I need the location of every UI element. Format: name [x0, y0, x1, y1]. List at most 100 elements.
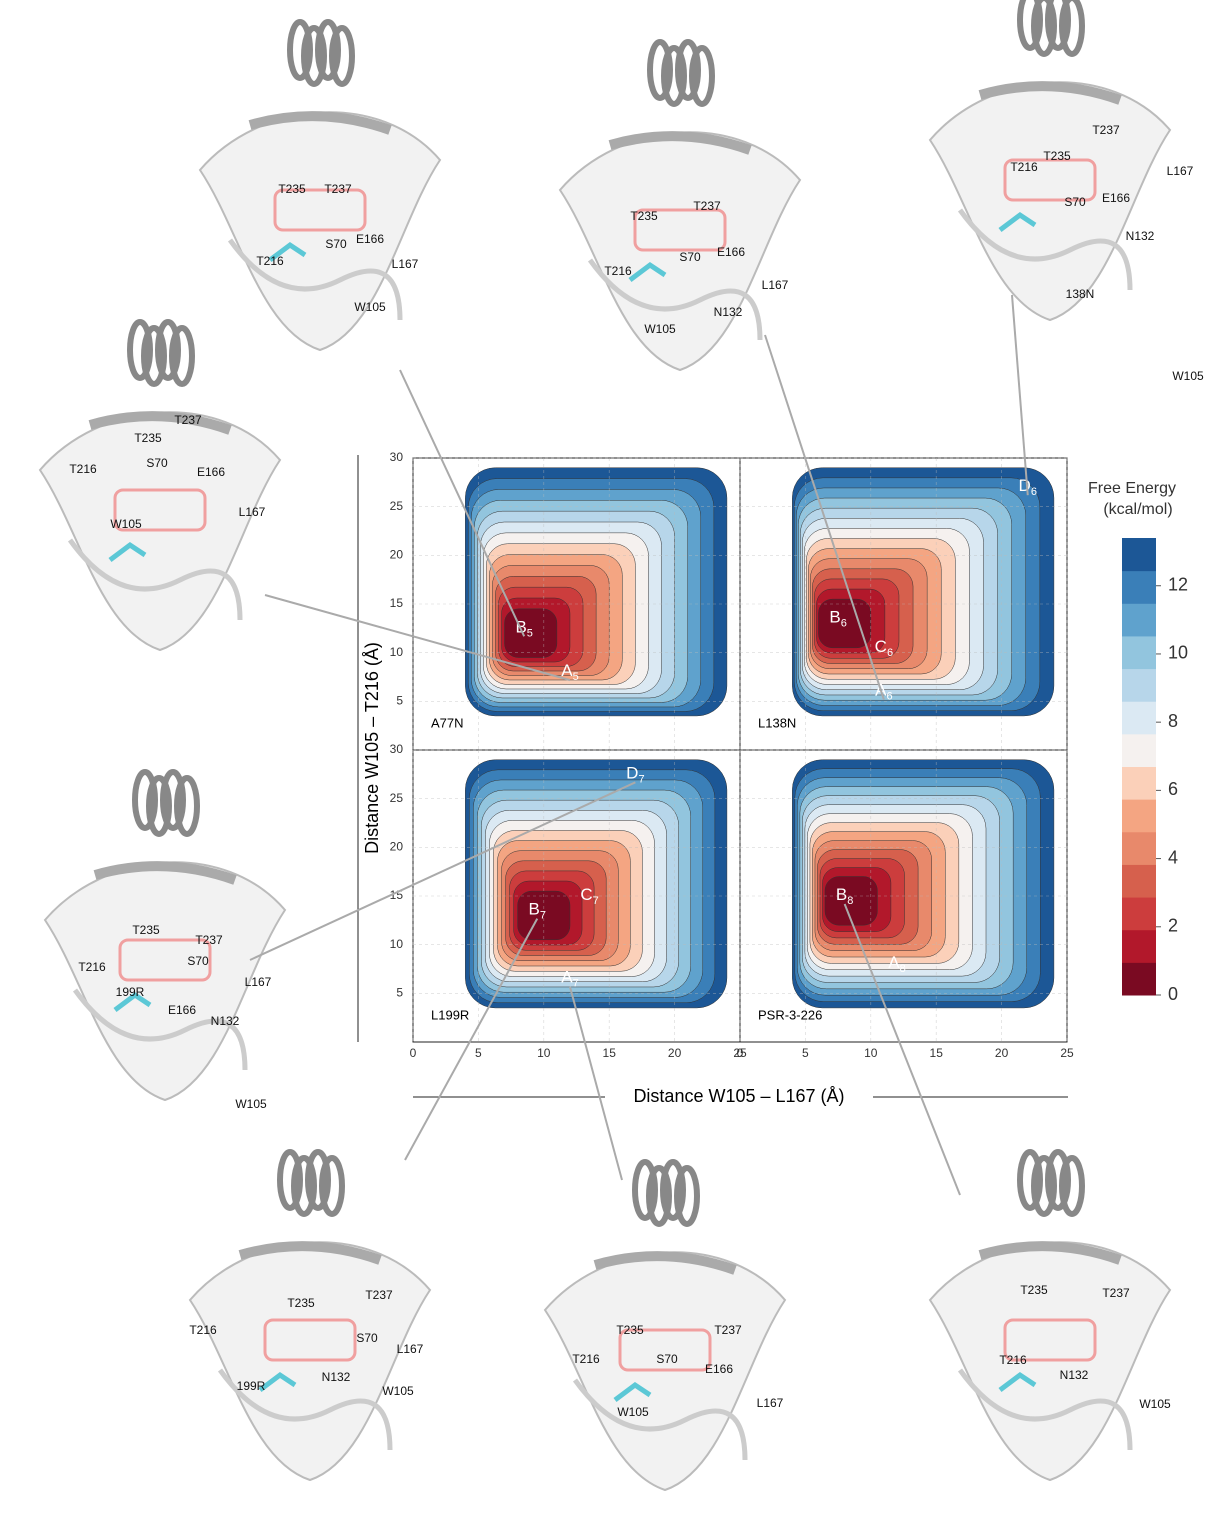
residue-label: T235: [278, 182, 306, 196]
residue-label: T237: [1092, 123, 1120, 137]
state-letter: B: [836, 885, 847, 904]
figure: Distance W105 – T216 (Å) Distance W105 –…: [0, 0, 1205, 1520]
residue-label: T216: [189, 1323, 217, 1337]
state-letter: C: [875, 637, 887, 656]
residue-label: T235: [134, 431, 162, 445]
panel-name: A77N: [431, 715, 464, 730]
state-letter: A: [561, 968, 573, 987]
x-tick-label: 5: [802, 1046, 809, 1060]
residue-label: S70: [679, 250, 701, 264]
colorbar-band: [1122, 701, 1156, 734]
state-subscript: 6: [887, 647, 893, 659]
residue-label: W105: [382, 1384, 414, 1398]
residue-label: N132: [714, 305, 743, 319]
y-tick-label: 25: [390, 499, 404, 513]
protein-structure: T235T237T216S70L167199RN132W105: [189, 1152, 430, 1480]
y-tick-label: 20: [390, 548, 404, 562]
x-tick-label: 25: [1060, 1046, 1074, 1060]
panel-name: L199R: [431, 1007, 469, 1022]
residue-label: L167: [1167, 164, 1194, 178]
panel: A77N51015202530B5A5: [390, 450, 740, 750]
helix: [322, 1158, 342, 1214]
colorbar-tick-label: 4: [1168, 847, 1178, 867]
state-subscript: 7: [593, 895, 599, 907]
state-subscript: 8: [900, 963, 906, 975]
residue-label: N132: [1060, 1368, 1089, 1382]
residue-label: W105: [1139, 1397, 1171, 1411]
residue-label: S70: [187, 954, 209, 968]
x-tick-label: 15: [930, 1046, 944, 1060]
residue-label: N132: [211, 1014, 240, 1028]
residue-label: T216: [1010, 160, 1038, 174]
state-letter: D: [1019, 477, 1031, 496]
residue-label: T237: [693, 199, 721, 213]
residue-label: N132: [1126, 229, 1155, 243]
y-tick-label: 5: [396, 986, 403, 1000]
residue-label: L167: [245, 975, 272, 989]
colorbar-band: [1122, 603, 1156, 636]
panel-name: PSR-3-226: [758, 1007, 822, 1022]
residue-label: T216: [78, 960, 106, 974]
colorbar-tick-label: 8: [1168, 711, 1178, 731]
state-subscript: 7: [638, 773, 644, 785]
state-subscript: 8: [847, 895, 853, 907]
residue-label: L167: [392, 257, 419, 271]
residue-label: W105: [235, 1097, 267, 1111]
state-letter: B: [529, 900, 540, 919]
y-tick-label: 25: [390, 791, 404, 805]
residue-label: T235: [132, 923, 160, 937]
residue-label: 199R: [237, 1379, 266, 1393]
y-tick-label: 10: [390, 937, 404, 951]
state-subscript: 6: [841, 618, 847, 630]
panel-name: L138N: [758, 715, 796, 730]
residue-label: T235: [1043, 149, 1071, 163]
x-tick-label: 15: [603, 1046, 617, 1060]
residue-label: T237: [1102, 1286, 1130, 1300]
x-tick-label: 0: [737, 1046, 744, 1060]
residue-label: L167: [757, 1396, 784, 1410]
state-subscript: 5: [573, 671, 579, 683]
state-letter: C: [580, 885, 592, 904]
residue-label: E166: [356, 232, 384, 246]
state-subscript: 7: [540, 910, 546, 922]
residue-label: S70: [356, 1331, 378, 1345]
residue-label: T216: [999, 1353, 1027, 1367]
helix: [172, 328, 192, 384]
colorbar-title: (kcal/mol): [1103, 501, 1172, 518]
colorbar-band: [1122, 864, 1156, 897]
residue-label: E166: [168, 1003, 196, 1017]
colorbar-tick-label: 12: [1168, 574, 1188, 594]
y-tick-label: 30: [390, 450, 404, 464]
helix: [1062, 0, 1082, 54]
residue-label: L167: [239, 505, 266, 519]
x-tick-label: 10: [537, 1046, 551, 1060]
colorbar-band: [1122, 571, 1156, 604]
residue-label: T216: [69, 462, 97, 476]
residue-label: T216: [572, 1352, 600, 1366]
residue-label: W105: [1172, 369, 1204, 383]
helix: [692, 48, 712, 104]
colorbar-band: [1122, 734, 1156, 767]
colorbar-band: [1122, 962, 1156, 995]
state-letter: B: [829, 608, 840, 627]
residue-label: N132: [322, 1370, 351, 1384]
residue-label: T216: [256, 254, 284, 268]
x-tick-label: 10: [864, 1046, 878, 1060]
residue-label: T235: [287, 1296, 315, 1310]
residue-label: L167: [762, 278, 789, 292]
colorbar-band: [1122, 832, 1156, 865]
helix: [1062, 1158, 1082, 1214]
residue-label: L167: [397, 1342, 424, 1356]
residue-label: E166: [705, 1362, 733, 1376]
colorbar-band: [1122, 767, 1156, 800]
residue-label: T237: [324, 182, 352, 196]
state-subscript: 7: [573, 978, 579, 990]
y-tick-label: 5: [396, 694, 403, 708]
colorbar-tick-label: 6: [1168, 779, 1178, 799]
residue-label: E166: [197, 465, 225, 479]
residue-label: E166: [1102, 191, 1130, 205]
